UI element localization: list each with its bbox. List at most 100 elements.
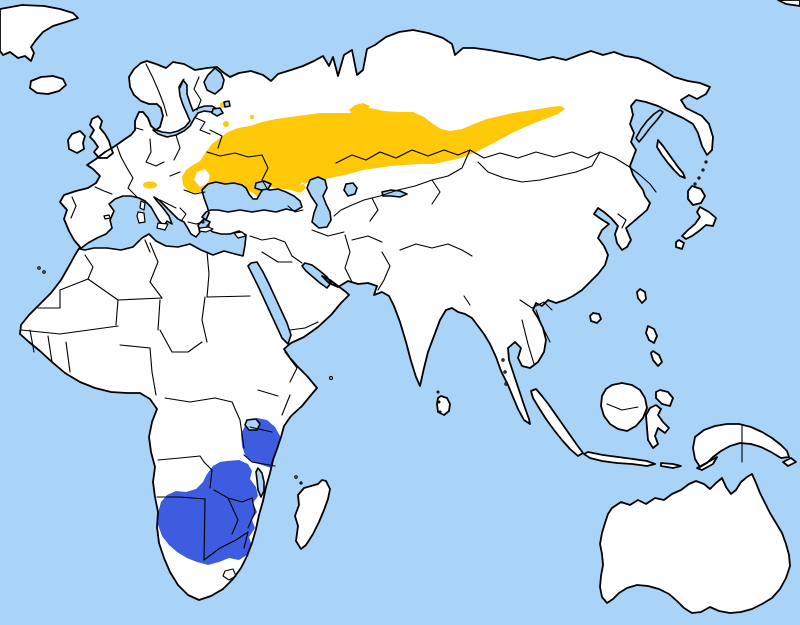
- island-sardinia: [136, 211, 146, 224]
- border-line: [159, 329, 203, 353]
- border-line: [377, 251, 391, 291]
- border-line: [281, 394, 291, 416]
- border-line: [203, 498, 206, 561]
- border-line: [206, 251, 210, 298]
- border-line: [164, 397, 233, 403]
- border-line: [119, 344, 157, 396]
- border-line: [187, 221, 204, 225]
- border-line: [261, 154, 269, 191]
- yellow-range-italy-patch: [143, 181, 157, 189]
- border-line: [287, 205, 304, 213]
- border-line: [369, 197, 379, 222]
- border-line: [227, 497, 239, 535]
- island-dot: [42, 270, 46, 274]
- island-corsica: [139, 200, 146, 211]
- border-line: [183, 189, 206, 195]
- border-line: [203, 531, 249, 561]
- border-line: [431, 179, 441, 205]
- island-dot: [438, 410, 442, 414]
- island-sicily: [156, 222, 169, 231]
- border-line: [145, 63, 168, 117]
- island-dot: [693, 182, 697, 186]
- border-line: [606, 403, 639, 411]
- border-line: [135, 127, 144, 131]
- border-line: [65, 341, 71, 373]
- border-line: [351, 235, 383, 243]
- border-line: [179, 207, 187, 221]
- white-sea: [203, 67, 225, 95]
- lake-balkhash: [381, 189, 408, 198]
- border-line: [193, 76, 202, 111]
- border-line: [399, 243, 473, 257]
- border-line: [222, 568, 237, 581]
- black-sea: [201, 181, 303, 221]
- border-line: [149, 242, 163, 299]
- island-dot: [201, 220, 205, 224]
- border-line: [70, 196, 77, 219]
- island-crete: [198, 226, 214, 233]
- border-line: [144, 239, 151, 253]
- border-line: [47, 335, 53, 363]
- border-line: [231, 401, 245, 449]
- border-line: [94, 186, 113, 195]
- island-dot: [299, 481, 303, 485]
- island-dot: [503, 370, 507, 374]
- border-line: [249, 426, 273, 433]
- border-line: [599, 151, 657, 193]
- lake-baikal: [635, 109, 664, 143]
- island-cyprus: [233, 231, 247, 239]
- border-line: [213, 489, 253, 503]
- border-line: [521, 319, 535, 365]
- border-line: [243, 531, 249, 549]
- border-line: [243, 454, 253, 463]
- border-line: [289, 321, 319, 331]
- border-line: [115, 299, 119, 326]
- lake-onega: [223, 100, 231, 108]
- border-line: [344, 234, 353, 283]
- inland-seas: [79, 67, 664, 498]
- lake-ladoga: [211, 107, 224, 117]
- border-line: [463, 295, 471, 306]
- border-line: [116, 145, 138, 198]
- border-line: [201, 296, 208, 343]
- island-dot: [436, 390, 440, 394]
- border-line: [20, 325, 119, 335]
- border-line: [284, 241, 303, 264]
- yellow-range-dot: [223, 121, 229, 127]
- baltic-sea: [152, 79, 218, 138]
- border-line: [469, 149, 601, 159]
- border-line: [156, 496, 206, 500]
- island-dot: [328, 375, 334, 381]
- caspian-sea: [306, 176, 332, 229]
- border-line: [335, 149, 471, 164]
- red-sea: [247, 261, 292, 345]
- border-line: [247, 497, 256, 529]
- yellow-range-dot: [250, 115, 254, 119]
- border-line: [173, 134, 181, 161]
- border-line: [261, 251, 293, 263]
- lake-malawi: [255, 467, 265, 498]
- border-line: [477, 151, 601, 183]
- island-dot: [501, 358, 505, 362]
- island-dot: [504, 382, 508, 386]
- border-line: [169, 171, 181, 177]
- island-dot: [697, 176, 701, 180]
- island-dot: [437, 400, 441, 404]
- border-line: [29, 329, 35, 353]
- island-dot: [206, 224, 210, 228]
- border-line: [195, 117, 211, 135]
- border-line: [206, 295, 251, 298]
- border-line: [37, 278, 89, 309]
- border-line: [206, 151, 263, 158]
- blue-range-southern-africa: [158, 460, 258, 565]
- yellow-range-main-band: [182, 106, 565, 199]
- country-borders: [20, 63, 743, 581]
- border-line: [311, 229, 345, 237]
- border-line: [157, 455, 205, 463]
- border-line: [617, 213, 627, 229]
- border-line: [431, 149, 471, 181]
- aral-sea: [343, 182, 358, 197]
